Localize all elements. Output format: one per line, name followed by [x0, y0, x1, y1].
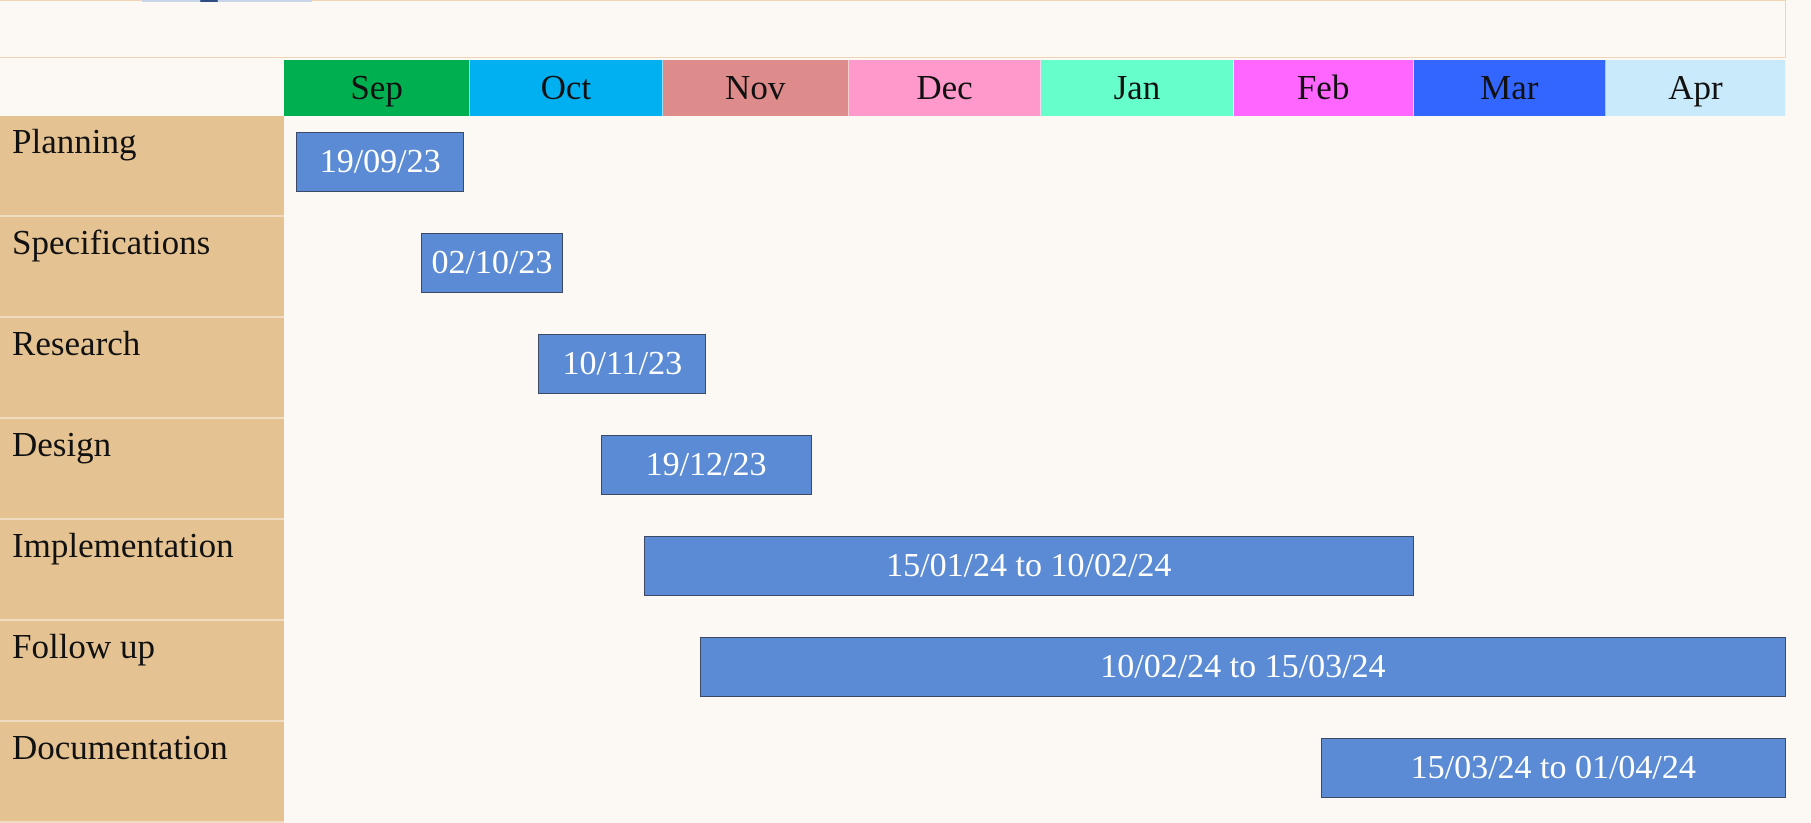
task-name-label: Planning [12, 122, 137, 161]
header-frame [0, 0, 1786, 58]
row-label-cell: Planning [0, 116, 284, 217]
month-header-feb: Feb [1233, 60, 1414, 116]
task-bar-label: 02/10/23 [431, 244, 553, 281]
task-bar-research: 10/11/23 [538, 334, 707, 394]
task-bar-label: 10/02/24 to 15/03/24 [1100, 648, 1386, 685]
row-label-cell: Design [0, 419, 284, 520]
task-bar-label: 10/11/23 [562, 345, 683, 382]
task-bar-follow-up: 10/02/24 to 15/03/24 [699, 637, 1786, 697]
task-bar-documentation: 15/03/24 to 01/04/24 [1320, 738, 1786, 798]
row-label-cell: Research [0, 318, 284, 419]
task-bar-specifications: 02/10/23 [420, 233, 564, 293]
task-name-label: Design [12, 425, 112, 464]
task-bar-implementation: 15/01/24 to 10/02/24 [643, 536, 1414, 596]
month-header-jan: Jan [1041, 60, 1234, 116]
month-header-dec: Dec [848, 60, 1042, 116]
task-name-label: Documentation [12, 728, 228, 767]
task-bar-label: 19/12/23 [645, 446, 767, 483]
header-accent [142, 0, 312, 2]
task-bar-design: 19/12/23 [600, 435, 812, 495]
task-name-label: Follow up [12, 627, 155, 666]
task-bar-planning: 19/09/23 [296, 132, 464, 192]
month-header-nov: Nov [662, 60, 849, 116]
month-header-sep: Sep [284, 60, 471, 116]
row-label-cell: Documentation [0, 722, 284, 823]
month-header-oct: Oct [470, 60, 663, 116]
task-name-label: Research [12, 324, 141, 363]
task-bar-label: 19/09/23 [319, 143, 441, 180]
task-bar-label: 15/03/24 to 01/04/24 [1410, 749, 1696, 786]
task-bar-label: 15/01/24 to 10/02/24 [886, 547, 1172, 584]
task-name-label: Specifications [12, 223, 211, 262]
task-name-label: Implementation [12, 526, 234, 565]
header-accent-mark [200, 0, 218, 2]
row-label-cell: Specifications [0, 217, 284, 318]
row-label-cell: Follow up [0, 621, 284, 722]
month-header-mar: Mar [1413, 60, 1606, 116]
row-label-cell: Implementation [0, 520, 284, 621]
month-header-apr: Apr [1606, 60, 1786, 116]
